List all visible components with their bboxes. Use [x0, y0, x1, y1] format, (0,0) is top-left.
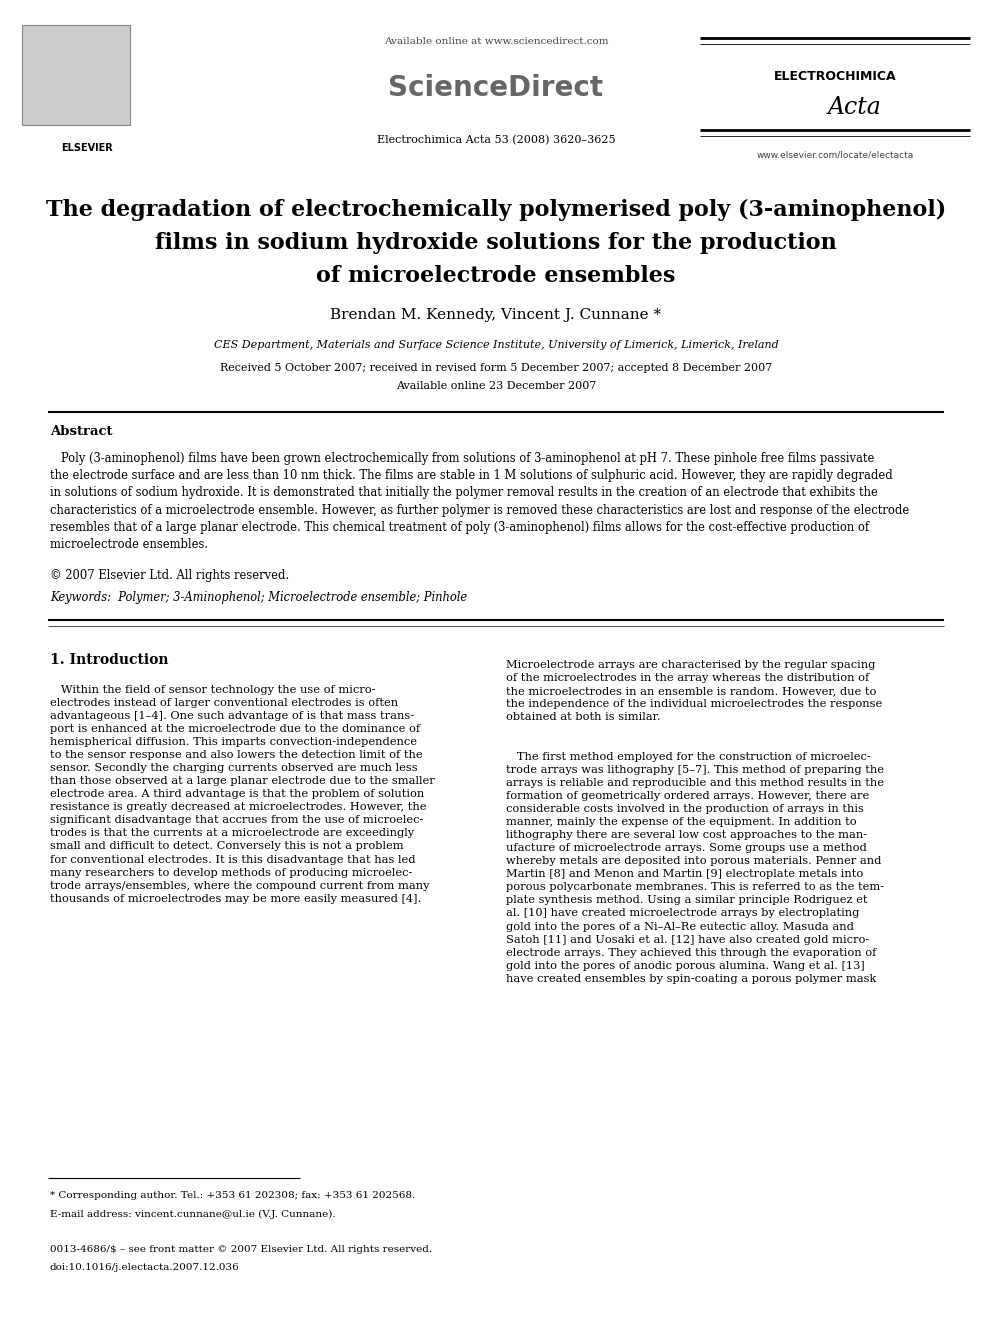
Text: Electrochimica Acta 53 (2008) 3620–3625: Electrochimica Acta 53 (2008) 3620–3625 [377, 135, 615, 146]
Text: ELECTROCHIMICA: ELECTROCHIMICA [774, 70, 897, 83]
Text: Received 5 October 2007; received in revised form 5 December 2007; accepted 8 De: Received 5 October 2007; received in rev… [220, 363, 772, 373]
Text: of microelectrode ensembles: of microelectrode ensembles [316, 265, 676, 287]
Text: CES Department, Materials and Surface Science Institute, University of Limerick,: CES Department, Materials and Surface Sc… [213, 340, 779, 351]
Text: 0013-4686/$ – see front matter © 2007 Elsevier Ltd. All rights reserved.: 0013-4686/$ – see front matter © 2007 El… [50, 1245, 433, 1254]
Bar [22, 25, 130, 124]
Text: Available online 23 December 2007: Available online 23 December 2007 [396, 381, 596, 392]
Text: The degradation of electrochemically polymerised poly (3-aminophenol): The degradation of electrochemically pol… [46, 198, 946, 221]
Text: Available online at www.sciencedirect.com: Available online at www.sciencedirect.co… [384, 37, 608, 46]
Text: The first method employed for the construction of microelec-
trode arrays was li: The first method employed for the constr… [506, 751, 884, 984]
Text: Acta: Acta [828, 97, 882, 119]
Text: Poly (3-aminophenol) films have been grown electrochemically from solutions of 3: Poly (3-aminophenol) films have been gro… [50, 452, 910, 550]
Text: Brendan M. Kennedy, Vincent J. Cunnane *: Brendan M. Kennedy, Vincent J. Cunnane * [330, 308, 662, 321]
Text: doi:10.1016/j.electacta.2007.12.036: doi:10.1016/j.electacta.2007.12.036 [50, 1263, 240, 1273]
Text: E-mail address: vincent.cunnane@ul.ie (V.J. Cunnane).: E-mail address: vincent.cunnane@ul.ie (V… [50, 1209, 335, 1218]
Text: films in sodium hydroxide solutions for the production: films in sodium hydroxide solutions for … [155, 232, 837, 254]
Text: Microelectrode arrays are characterised by the regular spacing
of the microelect: Microelectrode arrays are characterised … [506, 660, 882, 722]
Text: 1. Introduction: 1. Introduction [50, 654, 169, 667]
Text: www.elsevier.com/locate/electacta: www.elsevier.com/locate/electacta [756, 151, 914, 160]
Text: ELSEVIER: ELSEVIER [62, 143, 113, 153]
Text: Keywords:  Polymer; 3-Aminophenol; Microelectrode ensemble; Pinhole: Keywords: Polymer; 3-Aminophenol; Microe… [50, 591, 467, 605]
Text: Within the field of sensor technology the use of micro-
electrodes instead of la: Within the field of sensor technology th… [50, 685, 434, 904]
Text: * Corresponding author. Tel.: +353 61 202308; fax: +353 61 202568.: * Corresponding author. Tel.: +353 61 20… [50, 1192, 416, 1200]
Text: Abstract: Abstract [50, 426, 112, 438]
Text: ScienceDirect: ScienceDirect [389, 74, 603, 102]
Text: © 2007 Elsevier Ltd. All rights reserved.: © 2007 Elsevier Ltd. All rights reserved… [50, 569, 290, 582]
